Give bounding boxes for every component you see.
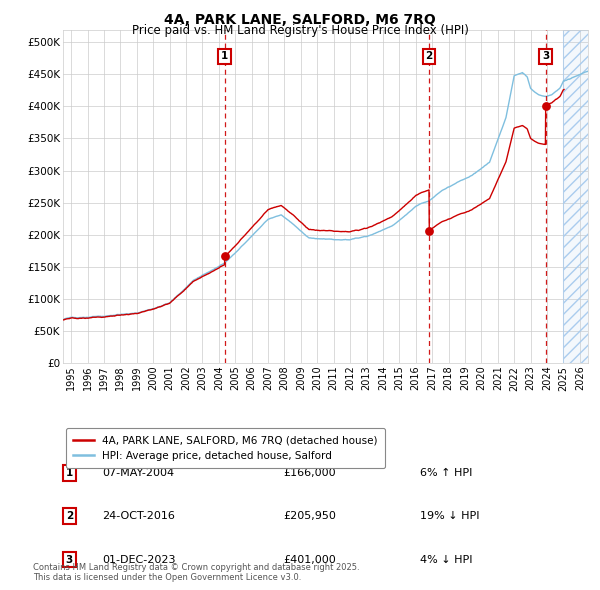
Text: £166,000: £166,000 (284, 468, 336, 478)
Legend: 4A, PARK LANE, SALFORD, M6 7RQ (detached house), HPI: Average price, detached ho: 4A, PARK LANE, SALFORD, M6 7RQ (detached… (65, 428, 385, 468)
Text: £205,950: £205,950 (284, 511, 337, 521)
Text: Price paid vs. HM Land Registry's House Price Index (HPI): Price paid vs. HM Land Registry's House … (131, 24, 469, 37)
Point (220, 252, 229, 261)
Text: 3: 3 (542, 51, 549, 61)
Text: 24-OCT-2016: 24-OCT-2016 (103, 511, 175, 521)
Bar (563, 30, 590, 363)
Text: 07-MAY-2004: 07-MAY-2004 (103, 468, 175, 478)
Text: 3: 3 (65, 555, 73, 565)
Text: 2: 2 (425, 51, 433, 61)
Text: 1: 1 (221, 51, 228, 61)
Text: £401,000: £401,000 (284, 555, 336, 565)
Text: 1: 1 (65, 468, 73, 478)
Text: 01-DEC-2023: 01-DEC-2023 (103, 555, 176, 565)
Bar (563, 30, 590, 363)
Point (541, 101, 550, 110)
Text: 2: 2 (65, 511, 73, 521)
Point (424, 226, 434, 235)
Text: 4A, PARK LANE, SALFORD, M6 7RQ: 4A, PARK LANE, SALFORD, M6 7RQ (164, 13, 436, 27)
Text: 6% ↑ HPI: 6% ↑ HPI (420, 468, 472, 478)
Text: 19% ↓ HPI: 19% ↓ HPI (420, 511, 479, 521)
Text: 4% ↓ HPI: 4% ↓ HPI (420, 555, 473, 565)
Text: Contains HM Land Registry data © Crown copyright and database right 2025.
This d: Contains HM Land Registry data © Crown c… (33, 563, 359, 582)
